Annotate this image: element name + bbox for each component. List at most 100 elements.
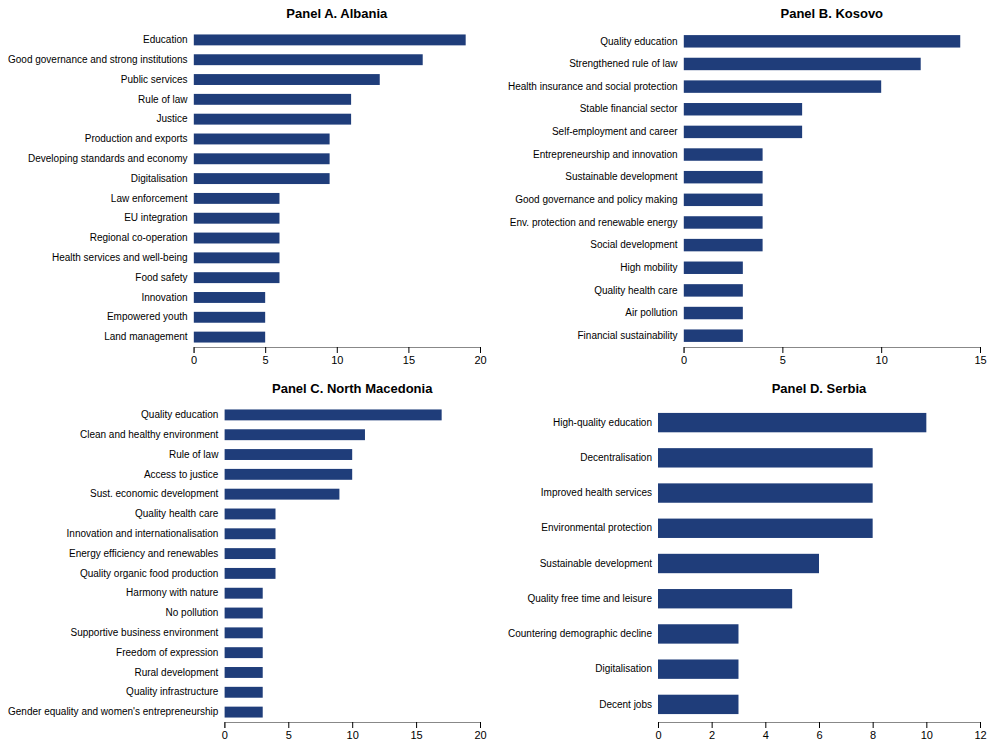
category-label: Land management	[104, 331, 188, 342]
category-tick: Rural development	[134, 667, 218, 678]
bar	[224, 627, 262, 638]
tick-mark	[408, 347, 409, 353]
bar	[224, 449, 352, 460]
category-tick: Clean and healthy environment	[80, 429, 219, 440]
category-label: Sustainable development	[565, 171, 678, 182]
category-tick: Improved health services	[541, 487, 652, 498]
tick-label: 20	[474, 354, 486, 366]
tick-mark	[684, 347, 685, 353]
category-tick: Entrepreneurship and innovation	[533, 149, 678, 160]
tick-label: 10	[331, 354, 343, 366]
bar	[194, 54, 423, 65]
bars	[194, 34, 466, 342]
value-axis: 051015	[681, 347, 987, 366]
tick-label: 20	[474, 729, 486, 741]
category-label: Air pollution	[625, 307, 677, 318]
category-label: Quality education	[600, 36, 677, 47]
category-label: High-quality education	[553, 417, 652, 428]
category-label: Quality infrastructure	[126, 686, 219, 697]
category-tick: Innovation	[141, 292, 187, 303]
panel-title: Panel D. Serbia	[772, 381, 867, 396]
tick-label: 0	[222, 729, 228, 741]
tick-label: 15	[403, 354, 415, 366]
category-label: Production and exports	[85, 133, 188, 144]
bar	[684, 126, 803, 138]
bar	[224, 707, 262, 718]
tick-label: 12	[974, 729, 986, 741]
category-label: Environmental protection	[541, 522, 652, 533]
panel-title: Panel A. Albania	[286, 6, 388, 21]
category-label: Good governance and strong institutions	[8, 54, 188, 65]
panel-title: Panel B. Kosovo	[780, 6, 883, 21]
tick-label: 10	[347, 729, 359, 741]
tick: 15	[974, 347, 986, 366]
category-label: Education	[143, 34, 187, 45]
tick: 20	[474, 347, 486, 366]
panel: 05101520EducationGood governance and str…	[8, 6, 487, 366]
bar	[194, 94, 352, 105]
tick-mark	[288, 722, 289, 728]
tick-label: 2	[709, 729, 715, 741]
bar	[658, 448, 873, 467]
category-label: EU integration	[124, 212, 187, 223]
bars	[658, 413, 926, 714]
bar	[658, 483, 873, 502]
category-label: Freedom of expression	[116, 647, 218, 658]
bar	[194, 193, 280, 204]
bar	[658, 659, 739, 678]
category-label: Self-employment and career	[552, 126, 678, 137]
category-label: Financial sustainability	[577, 330, 677, 341]
category-axis: Quality education Clean and healthy envir…	[8, 409, 219, 717]
tick: 8	[870, 722, 876, 741]
bar	[224, 409, 441, 420]
tick: 5	[263, 347, 269, 366]
bar	[194, 153, 330, 164]
value-axis: 024681012	[655, 722, 986, 741]
tick-mark	[194, 347, 195, 353]
category-tick: Quality health care	[594, 285, 678, 296]
category-label: Quality organic food production	[80, 568, 218, 579]
tick: 4	[763, 722, 769, 741]
tick-mark	[337, 347, 338, 353]
category-label: Innovation and internationalisation	[67, 528, 219, 539]
tick-mark	[980, 722, 981, 728]
bar	[224, 429, 365, 440]
category-tick: Rule of law	[169, 449, 219, 460]
bar	[194, 114, 352, 125]
category-tick: Food safety	[135, 272, 187, 283]
category-label: Social development	[590, 239, 677, 250]
axis-line	[194, 348, 480, 354]
tick: 15	[403, 347, 415, 366]
bar	[684, 284, 743, 296]
category-label: Rule of law	[138, 94, 188, 105]
category-tick: Social development	[590, 239, 677, 250]
bar	[658, 519, 873, 538]
category-label: Rural development	[134, 667, 218, 678]
category-tick: Regional co-operation	[90, 232, 188, 243]
category-label: Supportive business environment	[71, 627, 219, 638]
category-label: Health services and well-being	[52, 252, 188, 263]
category-tick: Air pollution	[625, 307, 677, 318]
category-tick: Access to justice	[144, 469, 219, 480]
category-tick: Good governance and strong institutions	[8, 54, 188, 65]
bar	[224, 489, 339, 500]
tick-mark	[782, 347, 783, 353]
category-tick: Digitalisation	[131, 173, 188, 184]
category-label: Developing standards and economy	[28, 153, 188, 164]
tick-label: 6	[816, 729, 822, 741]
tick: 5	[780, 347, 786, 366]
category-label: Quality education	[141, 409, 218, 420]
category-tick: Education	[143, 34, 187, 45]
bar	[224, 528, 275, 539]
category-tick: No pollution	[166, 607, 219, 618]
bar	[224, 509, 275, 520]
category-tick: Quality education	[141, 409, 218, 420]
tick-label: 15	[974, 354, 986, 366]
category-label: Entrepreneurship and innovation	[533, 149, 678, 160]
bar	[224, 568, 275, 579]
category-tick: Rule of law	[138, 94, 188, 105]
category-label: Innovation	[141, 292, 187, 303]
tick-label: 15	[410, 729, 422, 741]
category-tick: Decentralisation	[580, 452, 652, 463]
tick-mark	[480, 722, 481, 728]
